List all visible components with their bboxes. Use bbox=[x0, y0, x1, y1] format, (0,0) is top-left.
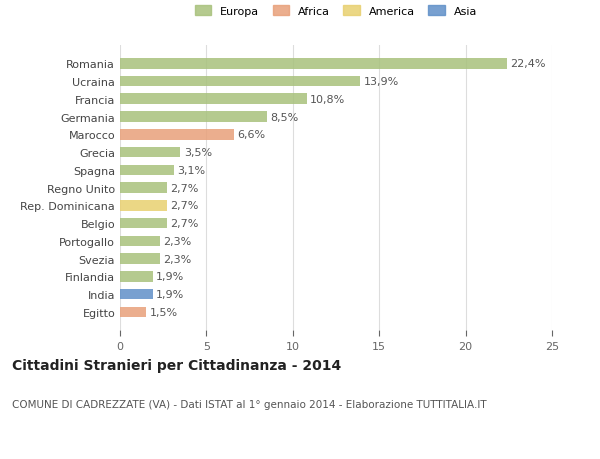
Bar bbox=[120, 112, 267, 123]
Bar bbox=[120, 236, 160, 246]
Bar bbox=[120, 254, 160, 264]
Legend: Europa, Africa, America, Asia: Europa, Africa, America, Asia bbox=[194, 6, 478, 17]
Bar bbox=[120, 130, 234, 140]
Bar bbox=[120, 77, 360, 87]
Text: 22,4%: 22,4% bbox=[511, 59, 546, 69]
Bar bbox=[120, 289, 153, 300]
Text: 8,5%: 8,5% bbox=[271, 112, 299, 122]
Text: 3,5%: 3,5% bbox=[184, 148, 212, 158]
Text: 10,8%: 10,8% bbox=[310, 95, 346, 105]
Text: 2,3%: 2,3% bbox=[163, 236, 191, 246]
Bar bbox=[120, 218, 167, 229]
Bar bbox=[120, 165, 173, 176]
Bar bbox=[120, 59, 507, 69]
Bar bbox=[120, 183, 167, 194]
Bar bbox=[120, 271, 153, 282]
Text: 1,5%: 1,5% bbox=[149, 307, 178, 317]
Bar bbox=[120, 201, 167, 211]
Text: 1,9%: 1,9% bbox=[156, 272, 185, 282]
Text: 2,3%: 2,3% bbox=[163, 254, 191, 264]
Bar bbox=[120, 147, 181, 158]
Bar bbox=[120, 94, 307, 105]
Text: 3,1%: 3,1% bbox=[177, 166, 205, 175]
Text: COMUNE DI CADREZZATE (VA) - Dati ISTAT al 1° gennaio 2014 - Elaborazione TUTTITA: COMUNE DI CADREZZATE (VA) - Dati ISTAT a… bbox=[12, 399, 487, 409]
Text: 6,6%: 6,6% bbox=[238, 130, 266, 140]
Text: 2,7%: 2,7% bbox=[170, 218, 199, 229]
Text: 13,9%: 13,9% bbox=[364, 77, 399, 87]
Text: 1,9%: 1,9% bbox=[156, 290, 185, 300]
Text: 2,7%: 2,7% bbox=[170, 183, 199, 193]
Text: Cittadini Stranieri per Cittadinanza - 2014: Cittadini Stranieri per Cittadinanza - 2… bbox=[12, 358, 341, 372]
Text: 2,7%: 2,7% bbox=[170, 201, 199, 211]
Bar bbox=[120, 307, 146, 318]
